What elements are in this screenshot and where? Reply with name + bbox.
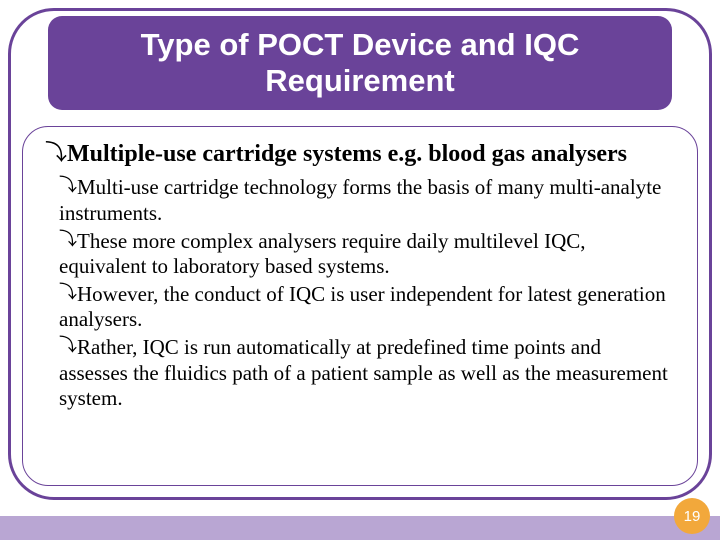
- sub-bullet: ⤵Multi-use cartridge technology forms th…: [59, 175, 675, 226]
- sub-bullet-text: However, the conduct of IQC is user inde…: [59, 282, 666, 332]
- page-number: 19: [684, 508, 701, 525]
- sub-bullet-list: ⤵Multi-use cartridge technology forms th…: [59, 175, 675, 411]
- bullet-icon: ⤵: [59, 282, 77, 304]
- sub-bullet-text: These more complex analysers require dai…: [59, 229, 586, 279]
- title-bar: Type of POCT Device and IQC Requirement: [48, 16, 672, 110]
- sub-bullet: ⤵Rather, IQC is run automatically at pre…: [59, 335, 675, 412]
- slide-title: Type of POCT Device and IQC Requirement: [68, 27, 652, 98]
- slide: Type of POCT Device and IQC Requirement …: [0, 0, 720, 540]
- sub-bullet: ⤵These more complex analysers require da…: [59, 229, 675, 280]
- bullet-icon: ⤵: [45, 141, 67, 165]
- bullet-icon: ⤵: [59, 175, 77, 197]
- main-bullet: ⤵Multiple-use cartridge systems e.g. blo…: [45, 141, 675, 167]
- content-box: ⤵Multiple-use cartridge systems e.g. blo…: [22, 126, 698, 486]
- bullet-icon: ⤵: [59, 335, 77, 357]
- bullet-icon: ⤵: [59, 229, 77, 251]
- bottom-accent-band: [0, 516, 720, 540]
- main-bullet-text: Multiple-use cartridge systems e.g. bloo…: [67, 141, 627, 167]
- sub-bullet-text: Rather, IQC is run automatically at pred…: [59, 335, 668, 410]
- page-number-badge: 19: [674, 498, 710, 534]
- sub-bullet-text: Multi-use cartridge technology forms the…: [59, 175, 661, 225]
- sub-bullet: ⤵However, the conduct of IQC is user ind…: [59, 282, 675, 333]
